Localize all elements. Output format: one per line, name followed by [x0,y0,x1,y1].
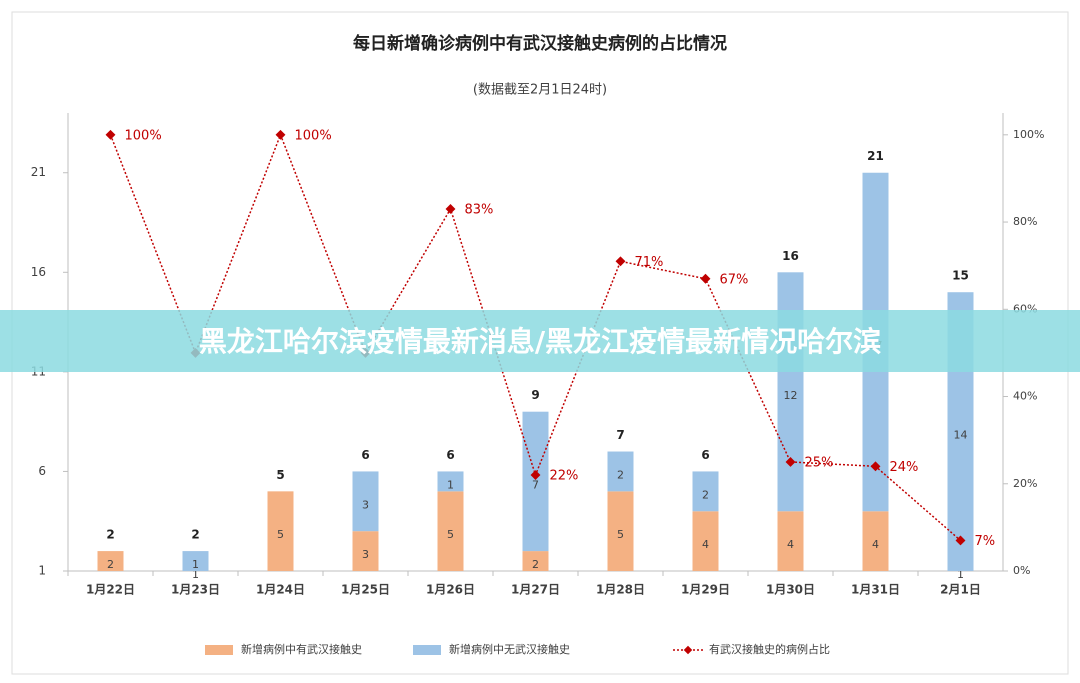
total-label: 6 [701,448,709,462]
segment-label: 1 [447,478,454,491]
y-tick-label: 6 [38,464,46,478]
segment-label: 12 [784,389,798,402]
x-tick-label: 1月30日 [766,583,815,597]
legend-label: 新增病例中有武汉接触史 [241,642,362,656]
ratio-point [615,256,626,267]
total-label: 5 [276,468,284,482]
segment-label: 4 [872,538,879,551]
bar-segment [607,451,634,492]
ratio-point [870,461,881,472]
ratio-label: 100% [125,128,162,143]
total-label: 7 [616,428,624,442]
chart-subtitle: (数据截至2月1日24时) [473,83,607,98]
bar-segment [522,551,549,571]
segment-label: 5 [277,528,284,541]
y-tick-label: 21 [31,165,46,179]
total-label: 16 [782,249,799,263]
bar-segment [352,471,379,532]
bar-segment [352,531,379,571]
legend-swatch [413,645,441,655]
y-tick-label: 16 [31,265,46,279]
bar-segment [777,511,804,571]
x-tick-label: 1月25日 [341,583,390,597]
legend-swatch [205,645,233,655]
ratio-label: 25% [805,455,834,470]
ratio-point [275,129,286,140]
y2-tick-label: 0% [1013,564,1030,577]
total-label: 2 [106,528,114,542]
y2-tick-label: 80% [1013,215,1037,228]
segment-label: 4 [702,538,709,551]
bar-segment [522,411,549,552]
y2-tick-label: 40% [1013,390,1037,403]
x-tick-label: 1月28日 [596,583,645,597]
x-tick-label: 1月26日 [426,583,475,597]
ratio-label: 71% [635,255,664,270]
ratio-point [955,535,966,546]
legend-marker [683,645,693,655]
x-tick-label: 1月29日 [681,583,730,597]
y2-tick-label: 20% [1013,477,1037,490]
total-label: 2 [191,528,199,542]
segment-label: 3 [362,498,369,511]
x-tick-label: 1月27日 [511,583,560,597]
banner-text: 黑龙江哈尔滨疫情最新消息/黑龙江疫情最新情况哈尔滨 [199,325,881,358]
ratio-label: 100% [295,128,332,143]
bar-segment [97,551,124,571]
legend-label: 新增病例中无武汉接触史 [449,642,570,656]
ratio-point [700,273,711,284]
ratio-point [785,457,796,467]
x-tick-label: 1月31日 [851,583,900,597]
bar-segment [267,491,294,571]
bar-segment [862,511,889,571]
segment-label: 7 [532,478,539,491]
x-tick-label: 1月22日 [86,583,135,597]
bar-segment [607,491,634,571]
segment-label: 2 [107,558,114,571]
y2-tick-label: 100% [1013,128,1044,141]
total-label: 6 [361,448,369,462]
ratio-point [530,470,541,480]
ratio-point [445,204,456,214]
segment-label: 2 [617,468,624,481]
ratio-point [105,129,116,140]
segment-label: 3 [362,548,369,561]
ratio-label: 24% [890,460,919,475]
segment-label: 2 [702,488,709,501]
x-tick-label: 1月24日 [256,583,305,597]
segment-label: 5 [617,528,624,541]
segment-label: 1 [192,558,199,571]
segment-label: 2 [532,558,539,571]
segment-label: 5 [447,528,454,541]
legend-label: 有武汉接触史的病例占比 [709,642,830,656]
ratio-label: 7% [975,534,996,549]
bar-segment [692,511,719,571]
x-tick-label: 2月1日 [940,583,981,597]
total-label: 15 [952,269,969,283]
bar-segment [692,471,719,512]
total-label: 6 [446,448,454,462]
bar-segment [437,491,464,571]
segment-label: 1 [192,568,199,581]
x-tick-label: 1月23日 [171,583,220,597]
chart-title: 每日新增确诊病例中有武汉接触史病例的占比情况 [353,33,727,54]
ratio-label: 83% [465,202,494,217]
segment-label: 1 [957,568,964,581]
banner-bg [0,310,1080,372]
total-label: 21 [867,149,884,163]
ratio-label: 22% [550,469,579,484]
segment-label: 4 [787,538,794,551]
segment-label: 14 [954,429,968,442]
bar-segment [182,551,209,571]
y-tick-label: 1 [38,564,46,578]
bar-segment [437,471,464,492]
ratio-label: 67% [720,272,749,287]
total-label: 9 [531,388,539,402]
